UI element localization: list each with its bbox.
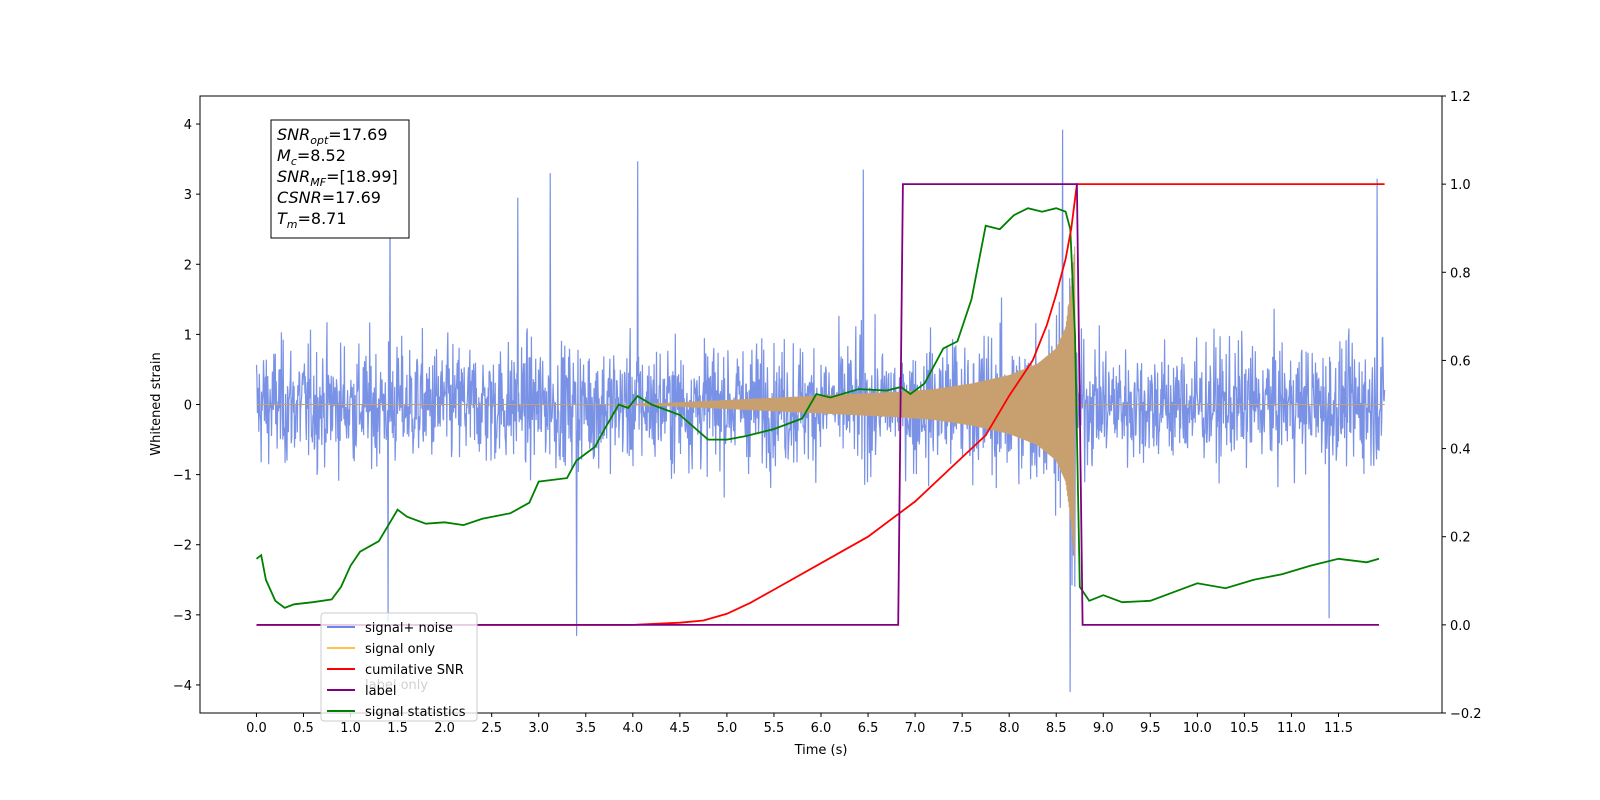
- x-axis-label: Time (s): [794, 743, 848, 758]
- x-tick-label: 9.0: [1093, 721, 1114, 736]
- info-line-value: =8.71: [298, 209, 347, 228]
- legend-label: signal only: [365, 642, 435, 657]
- info-line-sub: opt: [310, 134, 329, 147]
- info-line-var: CSNR: [277, 188, 322, 207]
- y2-tick-label: 0.2: [1450, 531, 1471, 546]
- x-tick-label: 6.0: [811, 721, 832, 736]
- info-box: SNRopt=17.69Mc=8.52SNRMF=[18.99]CSNR=17.…: [270, 119, 410, 239]
- x-tick-label: 9.5: [1140, 721, 1161, 736]
- y-tick-label: −3: [173, 609, 192, 624]
- x-tick-label: 1.5: [387, 721, 408, 736]
- series-line-cumulative-snr: [256, 183, 1385, 626]
- x-tick-label: 3.0: [528, 721, 549, 736]
- info-line: Tm=8.71: [277, 209, 347, 231]
- x-tick-label: 8.0: [999, 721, 1020, 736]
- y2-tick-label: 1.2: [1450, 90, 1471, 105]
- y-axis-label: Whitened strain: [149, 352, 164, 455]
- y2-tick-label: 0.4: [1450, 443, 1471, 458]
- series-line-label: [256, 183, 1379, 626]
- x-tick-label: 1.0: [340, 721, 361, 736]
- y-tick-label: −2: [173, 539, 192, 554]
- series-line-signal-statistics: [255, 207, 1380, 609]
- y-tick-label: −1: [173, 469, 192, 484]
- info-line: CSNR=17.69: [277, 188, 381, 207]
- y-tick-label: 4: [184, 118, 192, 133]
- y2-tick-label: 1.0: [1450, 178, 1471, 193]
- info-line-var: M: [277, 146, 291, 165]
- legend-label: label: [365, 684, 396, 699]
- info-line: SNRMF=[18.99]: [277, 167, 398, 189]
- info-line-sub: c: [291, 155, 297, 168]
- y-tick-label: 0: [184, 399, 192, 414]
- x-tick-label: 2.5: [481, 721, 502, 736]
- x-tick-label: 10.0: [1183, 721, 1212, 736]
- x-tick-label: 11.5: [1324, 721, 1353, 736]
- axes-layer: 0.0 0.5 1.0 1.5 2.0 2.5 3.0 3.5 4.0 4.5 5.0 5.5 6.0 6…: [173, 90, 1482, 736]
- x-tick-label: 3.5: [575, 721, 596, 736]
- x-tick-label: 0.5: [293, 721, 314, 736]
- legend-label: signal statistics: [365, 705, 466, 720]
- info-line-value: =17.69: [328, 125, 387, 144]
- info-line-var: SNR: [277, 167, 310, 186]
- info-box-lines: SNRopt=17.69Mc=8.52SNRMF=[18.99]CSNR=17.…: [277, 125, 398, 231]
- x-tick-label: 7.5: [952, 721, 973, 736]
- info-line-var: SNR: [277, 125, 310, 144]
- x-tick-label: 8.5: [1046, 721, 1067, 736]
- legend-label: cumilative SNR: [365, 663, 464, 678]
- x-tick-label: 7.0: [905, 721, 926, 736]
- info-line-sub: MF: [310, 176, 326, 189]
- y-tick-label: −4: [173, 679, 192, 694]
- y2-tick-label: −0.2: [1450, 707, 1482, 722]
- info-line-sub: m: [287, 218, 298, 231]
- x-tick-label: 5.0: [717, 721, 738, 736]
- y-tick-label: 3: [184, 188, 192, 203]
- y-tick-label: 2: [184, 258, 192, 273]
- x-tick-label: 6.5: [858, 721, 879, 736]
- y2-tick-label: 0.0: [1450, 619, 1471, 634]
- x-tick-label: 10.5: [1230, 721, 1259, 736]
- info-line: Mc=8.52: [277, 146, 346, 168]
- y2-tick-label: 0.8: [1450, 266, 1471, 281]
- info-line-var: T: [277, 209, 288, 228]
- info-box-frame: [270, 119, 410, 239]
- info-line: SNRopt=17.69: [277, 125, 388, 147]
- x-tick-label: 4.5: [670, 721, 691, 736]
- y2-tick-label: 0.6: [1450, 354, 1471, 369]
- x-tick-label: 11.0: [1277, 721, 1306, 736]
- legend-label: signal+ noise: [365, 621, 453, 636]
- legend-frame: [320, 612, 478, 722]
- legend-ghost-text: label only: [365, 678, 428, 693]
- info-line-value: =17.69: [322, 188, 381, 207]
- x-tick-label: 2.0: [434, 721, 455, 736]
- x-tick-label: 4.0: [622, 721, 643, 736]
- series-line-signal-noise: [255, 129, 1386, 693]
- x-tick-label: 5.5: [764, 721, 785, 736]
- y-tick-label: 1: [184, 328, 192, 343]
- x-tick-label: 0.0: [246, 721, 267, 736]
- legend: label only signal+ noise signal only cumil…: [320, 612, 478, 722]
- plot-data-layer: [255, 129, 1386, 693]
- info-line-value: =[18.99]: [326, 167, 398, 186]
- info-line-value: =8.52: [297, 146, 346, 165]
